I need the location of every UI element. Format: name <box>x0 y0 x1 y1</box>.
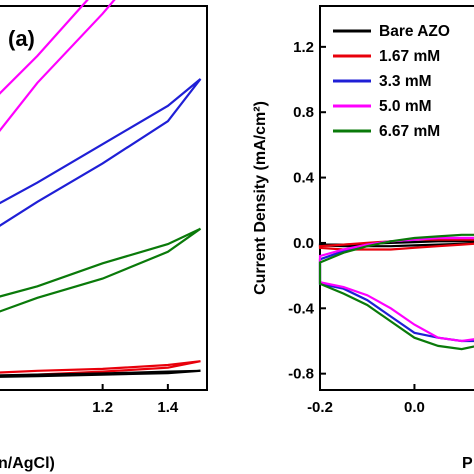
panel-a-series-green <box>0 227 202 313</box>
panel-a-series-group <box>0 0 202 378</box>
legend-entry-label: 1.67 mM <box>379 48 440 65</box>
panel-a: 1.2 1.4 (a) n/AgCl) <box>0 0 208 472</box>
panel-b-series-line <box>318 233 474 351</box>
panel-a-x-axis-label: n/AgCl) <box>0 455 55 472</box>
panel-b-series-group <box>318 233 474 351</box>
panel-b-x-tick-label: -0.2 <box>307 399 333 416</box>
panel-b-y-tick-label: 1.2 <box>293 39 314 56</box>
panel-b-y-tick-label: -0.4 <box>288 300 315 317</box>
panel-a-ticks: 1.2 1.4 <box>92 384 179 416</box>
panel-a-x-tick-label: 1.4 <box>157 399 179 416</box>
panel-b-y-tick-label: 0.0 <box>293 235 314 252</box>
panel-a-axes-frame <box>0 5 208 391</box>
panel-a-series-magenta <box>0 0 116 133</box>
panel-a-series-blue <box>0 78 202 227</box>
panel-b-legend: Bare AZO 1.67 mM 3.3 mM 5.0 mM 6.67 mM <box>333 23 450 140</box>
legend-entry-label: 6.67 mM <box>379 123 440 140</box>
panel-b-y-axis-label: Current Density (mA/cm²) <box>252 101 269 295</box>
panel-b-y-tick-label: -0.8 <box>288 366 314 383</box>
panel-a-label: (a) <box>8 26 35 51</box>
panel-b-x-axis-label: P <box>462 455 473 472</box>
panel-b-y-tick-label: 0.8 <box>293 104 314 121</box>
panel-a-series-black <box>0 369 201 378</box>
legend-entry-label: 5.0 mM <box>379 98 432 115</box>
panel-b-y-tick-label: 0.4 <box>293 170 315 187</box>
panel-a-x-tick-label: 1.2 <box>92 399 113 416</box>
panel-b: -0.8 -0.4 0.0 0.4 0.8 1.2 -0.2 0.0 Bare AZO 1.67… <box>252 5 474 472</box>
panel-b-ticks: -0.8 -0.4 0.0 0.4 0.8 1.2 -0.2 0.0 <box>288 39 425 416</box>
legend-entry-label: 3.3 mM <box>379 73 432 90</box>
legend-entry-label: Bare AZO <box>379 23 450 40</box>
panel-b-x-tick-label: 0.0 <box>404 399 425 416</box>
panel-b-axes-frame <box>319 5 474 391</box>
